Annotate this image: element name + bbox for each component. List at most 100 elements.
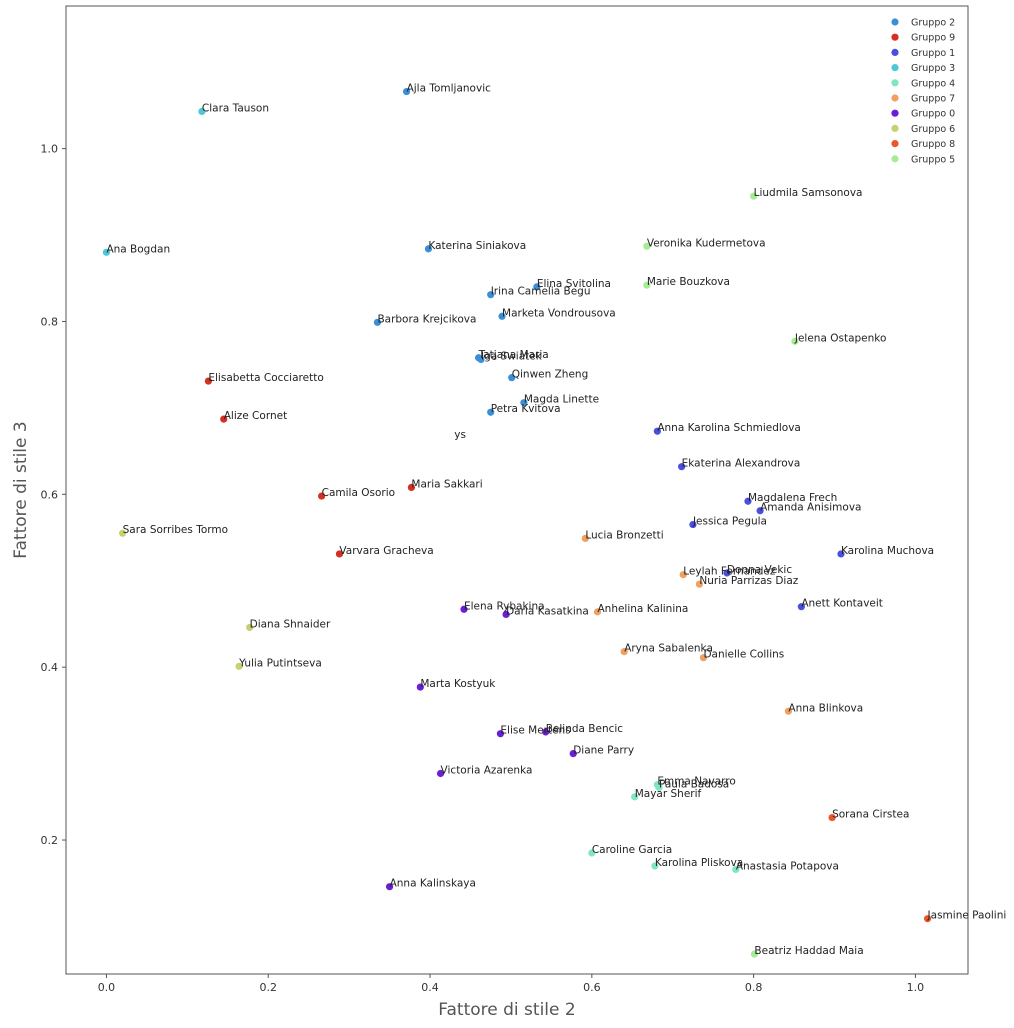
point-label-elise-mertens: Elise Mertens [500,725,570,737]
legend-marker-gruppo-3 [891,64,899,72]
point-label-anastasia-potapova: Anastasia Potapova [736,860,839,872]
point-label-anna-blinkova: Anna Blinkova [788,702,863,714]
point-label-jelena-ostapenko: Jelena Ostapenko [794,332,887,344]
legend-marker-gruppo-8 [891,140,899,148]
legend: Gruppo 2 Gruppo 9 Gruppo 1 Gruppo 3 Gruppo 4… [891,18,955,165]
point-label-mayar-sherif: Mayar Sherif [635,788,702,800]
point-label-jasmine-paolini: Jasmine Paolini [927,910,1007,922]
y-axis-title: Fattore di stile 3 [11,421,31,558]
point-karolina-muchova [837,550,845,558]
point-anett-kontaveit [797,603,805,611]
y-tick-label: 0.6 [41,488,59,501]
point-iga-swiatek [477,355,485,364]
point-label-anna-karolina-schmiedlova: Anna Karolina Schmiedlova [657,422,801,434]
point-donna-vekic [723,569,731,577]
x-tick-label: 0.4 [421,981,439,994]
point-qinwen-zheng [508,374,516,382]
point-irina-camelia-begu [487,291,495,299]
x-tick-label: 0.0 [98,981,116,994]
point-label-varvara-gracheva: Varvara Gracheva [339,545,433,557]
point-label-belinda-bencic: Belinda Bencic [546,723,624,735]
point-label-victoria-azarenka: Victoria Azarenka [441,764,533,776]
y-tick-label: 0.2 [41,834,59,847]
point-maria-sakkari [407,483,416,492]
point-elisabetta-cocciaretto [204,377,212,385]
legend-marker-gruppo-2 [891,18,899,26]
point-label-ekaterina-alexandrova: Ekaterina Alexandrova [682,458,801,470]
point-alize-cornet [220,415,228,423]
point-lucia-bronzetti [581,534,589,543]
point-label-veronika-kudermetova: Veronika Kudermetova [647,237,766,249]
point-label-karolina-pliskova: Karolina Pliskova [655,857,743,869]
point-label-lucia-bronzetti: Lucia Bronzetti [585,529,663,541]
x-tick-label: 1.0 [907,981,925,994]
ticks-layer: 0.0 0.2 0.4 0.6 0.8 1.0 0.2 0.4 0.6 0.8 1.0 [41,143,925,994]
point-elina-svitolina [533,283,541,291]
point-magda-linette [520,399,528,407]
point-label-anett-kontaveit: Anett Kontaveit [801,598,883,610]
point-label-ajla-tomljanovic: Ajla Tomljanovic [407,83,492,95]
point-karolina-pliskova [651,862,659,870]
point-victoria-azarenka [436,769,445,778]
point-label-marie-bouzkova: Marie Bouzkova [647,276,730,288]
point-leylah-fernandez [679,571,687,579]
point-anna-blinkova [784,707,793,715]
legend-label-gruppo-0: Gruppo 0 [911,109,955,120]
point-label-irina-camelia-begu: Irina Camelia Begu [491,286,591,298]
point-daria-kasatkina [502,610,510,619]
point-label-anna-kalinskaya: Anna Kalinskaya [390,878,476,890]
point-jessica-pegula [689,520,697,529]
point-amanda-anisimova [756,507,764,515]
point-label-donna-vekic: Donna Vekic [727,564,792,576]
point-label-jessica-pegula: Jessica Pegula [692,516,767,528]
point-label-leylah-fernandez: Leylah Fernandez [683,566,776,578]
point-anna-karolina-schmiedlova [653,427,661,435]
x-axis-title: Fattore di stile 2 [438,1000,575,1020]
legend-label-gruppo-8: Gruppo 8 [911,139,955,150]
legend-label-gruppo-9: Gruppo 9 [911,33,955,44]
point-label-danielle-collins: Danielle Collins [703,649,784,661]
point-label-anhelina-kalinina: Anhelina Kalinina [597,603,688,615]
legend-marker-gruppo-7 [891,94,899,102]
y-tick-label: 0.8 [41,315,59,328]
point-elena-rybakina [460,605,468,613]
legend-label-gruppo-4: Gruppo 4 [911,78,955,89]
point-caroline-garcia [588,849,596,857]
point-label-elina-svitolina: Elina Svitolina [537,278,611,290]
point-anna-kalinskaya [385,883,394,891]
point-label-barbora-krejcikova: Barbora Krejcikova [377,313,476,325]
point-label-emma-navarro: Emma Navarro [657,776,735,788]
point-label-diane-parry: Diane Parry [573,745,634,757]
point-label-amanda-anisimova: Amanda Anisimova [760,502,861,514]
y-tick-label: 0.4 [41,661,59,674]
point-label-liudmila-samsonova: Liudmila Samsonova [754,187,863,199]
point-veronika-kudermetova [643,242,651,250]
legend-label-gruppo-7: Gruppo 7 [911,94,955,105]
point-sara-sorribes-tormo [119,529,127,537]
point-petra-kvitova [487,408,495,416]
point-label-qinwen-zheng: Qinwen Zheng [512,369,589,381]
legend-label-gruppo-2: Gruppo 2 [911,18,955,29]
point-label-marta-kostyuk: Marta Kostyuk [420,678,496,690]
legend-label-gruppo-6: Gruppo 6 [911,124,955,135]
legend-marker-gruppo-4 [891,79,899,87]
point-ana-bogdan [102,248,111,256]
point-ajla-tomljanovic [402,87,411,96]
point-marie-bouzkova [643,281,651,289]
point-jasmine-paolini [923,915,932,923]
point-magdalena-frech [744,497,752,505]
point-label-tatjana-maria: Tatjana Maria [478,349,549,361]
point-label-alize-cornet: Alize Cornet [224,410,287,422]
point-label-aryna-sabalenka: Aryna Sabalenka [624,643,713,655]
point-beatriz-haddad-maia [750,950,759,958]
point-label-elena-rybakina: Elena Rybakina [464,600,545,612]
point-anhelina-kalinina [593,608,602,616]
points-layer [102,87,932,958]
point-label-beatriz-haddad-maia: Beatriz Haddad Maia [754,945,863,957]
point-label-marketa-vondrousova: Marketa Vondrousova [502,307,616,319]
legend-marker-gruppo-0 [891,109,899,117]
point-liudmila-samsonova [750,192,758,200]
point-anastasia-potapova [732,865,740,874]
point-label-iga-swiatek: Iga Swiatek [481,350,543,362]
